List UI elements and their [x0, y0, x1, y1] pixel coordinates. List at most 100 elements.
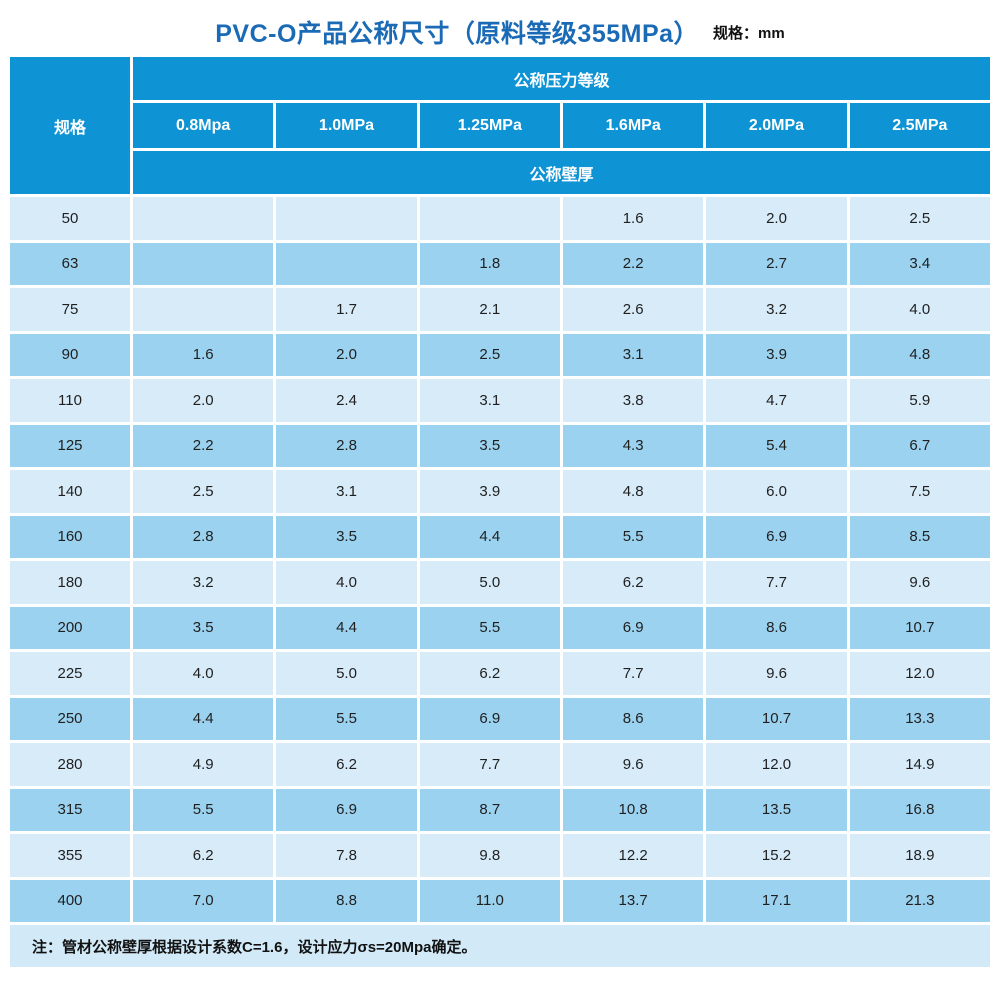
cell-200-2.5MPa: 10.7 — [849, 606, 990, 649]
row-spec-400: 400 — [10, 879, 130, 922]
page-title: PVC-O产品公称尺寸（原料等级355MPa） — [215, 19, 700, 48]
cell-110-2.0MPa: 4.7 — [706, 379, 847, 422]
cell-355-2.0MPa: 15.2 — [706, 834, 847, 877]
pressure-header-2.0MPa: 2.0MPa — [706, 103, 847, 148]
cell-180-1.25MPa: 5.0 — [419, 561, 560, 604]
row-spec-225: 225 — [10, 652, 130, 695]
cell-75-0.8Mpa — [133, 288, 274, 331]
cell-280-1.6MPa: 9.6 — [562, 743, 704, 786]
cell-200-1.0MPa: 4.4 — [276, 606, 417, 649]
title-bar: PVC-O产品公称尺寸（原料等级355MPa） 规格：mm — [0, 0, 1000, 57]
cell-315-1.6MPa: 10.8 — [562, 788, 704, 831]
cell-160-0.8Mpa: 2.8 — [133, 515, 274, 558]
cell-180-2.0MPa: 7.7 — [706, 561, 847, 604]
row-spec-63: 63 — [10, 242, 130, 285]
cell-75-2.0MPa: 3.2 — [706, 288, 847, 331]
cell-315-0.8Mpa: 5.5 — [133, 788, 274, 831]
cell-63-1.6MPa: 2.2 — [562, 242, 704, 285]
cell-250-1.6MPa: 8.6 — [562, 697, 704, 740]
cell-315-1.0MPa: 6.9 — [276, 788, 417, 831]
row-spec-50: 50 — [10, 197, 130, 240]
row-spec-200: 200 — [10, 606, 130, 649]
cell-63-1.0MPa — [276, 242, 417, 285]
cell-200-0.8Mpa: 3.5 — [133, 606, 274, 649]
spec-table: 规格 公称压力等级 0.8Mpa 1.0MPa 1.25MPa 1.6MPa 2… — [10, 57, 990, 967]
row-spec-315: 315 — [10, 788, 130, 831]
cell-180-1.6MPa: 6.2 — [562, 561, 704, 604]
cell-140-0.8Mpa: 2.5 — [133, 470, 274, 513]
cell-250-1.25MPa: 6.9 — [419, 697, 560, 740]
cell-125-0.8Mpa: 2.2 — [133, 424, 274, 467]
cell-160-1.6MPa: 5.5 — [562, 515, 704, 558]
cell-140-2.0MPa: 6.0 — [706, 470, 847, 513]
cell-400-1.25MPa: 11.0 — [419, 879, 560, 922]
pressure-header-1.0MPa: 1.0MPa — [276, 103, 417, 148]
cell-200-1.6MPa: 6.9 — [562, 606, 704, 649]
cell-110-2.5MPa: 5.9 — [849, 379, 990, 422]
cell-75-2.5MPa: 4.0 — [849, 288, 990, 331]
cell-280-0.8Mpa: 4.9 — [133, 743, 274, 786]
row-spec-280: 280 — [10, 743, 130, 786]
cell-225-0.8Mpa: 4.0 — [133, 652, 274, 695]
cell-140-1.0MPa: 3.1 — [276, 470, 417, 513]
pressure-header-2.5MPa: 2.5MPa — [849, 103, 990, 148]
cell-160-1.0MPa: 3.5 — [276, 515, 417, 558]
cell-75-1.0MPa: 1.7 — [276, 288, 417, 331]
cell-400-1.0MPa: 8.8 — [276, 879, 417, 922]
cell-315-2.5MPa: 16.8 — [849, 788, 990, 831]
unit-label: 规格：mm — [713, 25, 785, 42]
cell-400-0.8Mpa: 7.0 — [133, 879, 274, 922]
cell-225-1.25MPa: 6.2 — [419, 652, 560, 695]
cell-125-1.0MPa: 2.8 — [276, 424, 417, 467]
cell-180-1.0MPa: 4.0 — [276, 561, 417, 604]
row-spec-125: 125 — [10, 424, 130, 467]
cell-140-2.5MPa: 7.5 — [849, 470, 990, 513]
row-spec-110: 110 — [10, 379, 130, 422]
cell-225-2.0MPa: 9.6 — [706, 652, 847, 695]
pressure-header-1.6MPa: 1.6MPa — [562, 103, 704, 148]
cell-90-1.6MPa: 3.1 — [562, 333, 704, 376]
cell-110-0.8Mpa: 2.0 — [133, 379, 274, 422]
cell-50-0.8Mpa — [133, 197, 274, 240]
cell-90-0.8Mpa: 1.6 — [133, 333, 274, 376]
cell-200-2.0MPa: 8.6 — [706, 606, 847, 649]
cell-180-0.8Mpa: 3.2 — [133, 561, 274, 604]
cell-180-2.5MPa: 9.6 — [849, 561, 990, 604]
cell-315-1.25MPa: 8.7 — [419, 788, 560, 831]
cell-400-1.6MPa: 13.7 — [562, 879, 704, 922]
cell-125-1.25MPa: 3.5 — [419, 424, 560, 467]
cell-250-2.5MPa: 13.3 — [849, 697, 990, 740]
cell-160-1.25MPa: 4.4 — [419, 515, 560, 558]
pressure-group-header: 公称压力等级 — [133, 57, 990, 100]
cell-225-1.0MPa: 5.0 — [276, 652, 417, 695]
cell-400-2.0MPa: 17.1 — [706, 879, 847, 922]
cell-315-2.0MPa: 13.5 — [706, 788, 847, 831]
cell-280-1.25MPa: 7.7 — [419, 743, 560, 786]
cell-90-1.25MPa: 2.5 — [419, 333, 560, 376]
cell-125-2.0MPa: 5.4 — [706, 424, 847, 467]
cell-225-1.6MPa: 7.7 — [562, 652, 704, 695]
cell-140-1.6MPa: 4.8 — [562, 470, 704, 513]
cell-125-2.5MPa: 6.7 — [849, 424, 990, 467]
cell-75-1.6MPa: 2.6 — [562, 288, 704, 331]
row-spec-90: 90 — [10, 333, 130, 376]
cell-160-2.0MPa: 6.9 — [706, 515, 847, 558]
cell-63-2.0MPa: 2.7 — [706, 242, 847, 285]
cell-250-2.0MPa: 10.7 — [706, 697, 847, 740]
cell-280-2.5MPa: 14.9 — [849, 743, 990, 786]
cell-355-1.25MPa: 9.8 — [419, 834, 560, 877]
thickness-header: 公称壁厚 — [133, 151, 990, 194]
table-note: 注：管材公称壁厚根据设计系数C=1.6，设计应力σs=20Mpa确定。 — [10, 925, 990, 967]
pressure-header-0.8Mpa: 0.8Mpa — [133, 103, 274, 148]
cell-280-1.0MPa: 6.2 — [276, 743, 417, 786]
row-spec-355: 355 — [10, 834, 130, 877]
cell-75-1.25MPa: 2.1 — [419, 288, 560, 331]
cell-50-2.5MPa: 2.5 — [849, 197, 990, 240]
cell-110-1.25MPa: 3.1 — [419, 379, 560, 422]
cell-90-2.0MPa: 3.9 — [706, 333, 847, 376]
cell-125-1.6MPa: 4.3 — [562, 424, 704, 467]
cell-50-2.0MPa: 2.0 — [706, 197, 847, 240]
cell-355-1.6MPa: 12.2 — [562, 834, 704, 877]
cell-355-2.5MPa: 18.9 — [849, 834, 990, 877]
row-spec-160: 160 — [10, 515, 130, 558]
